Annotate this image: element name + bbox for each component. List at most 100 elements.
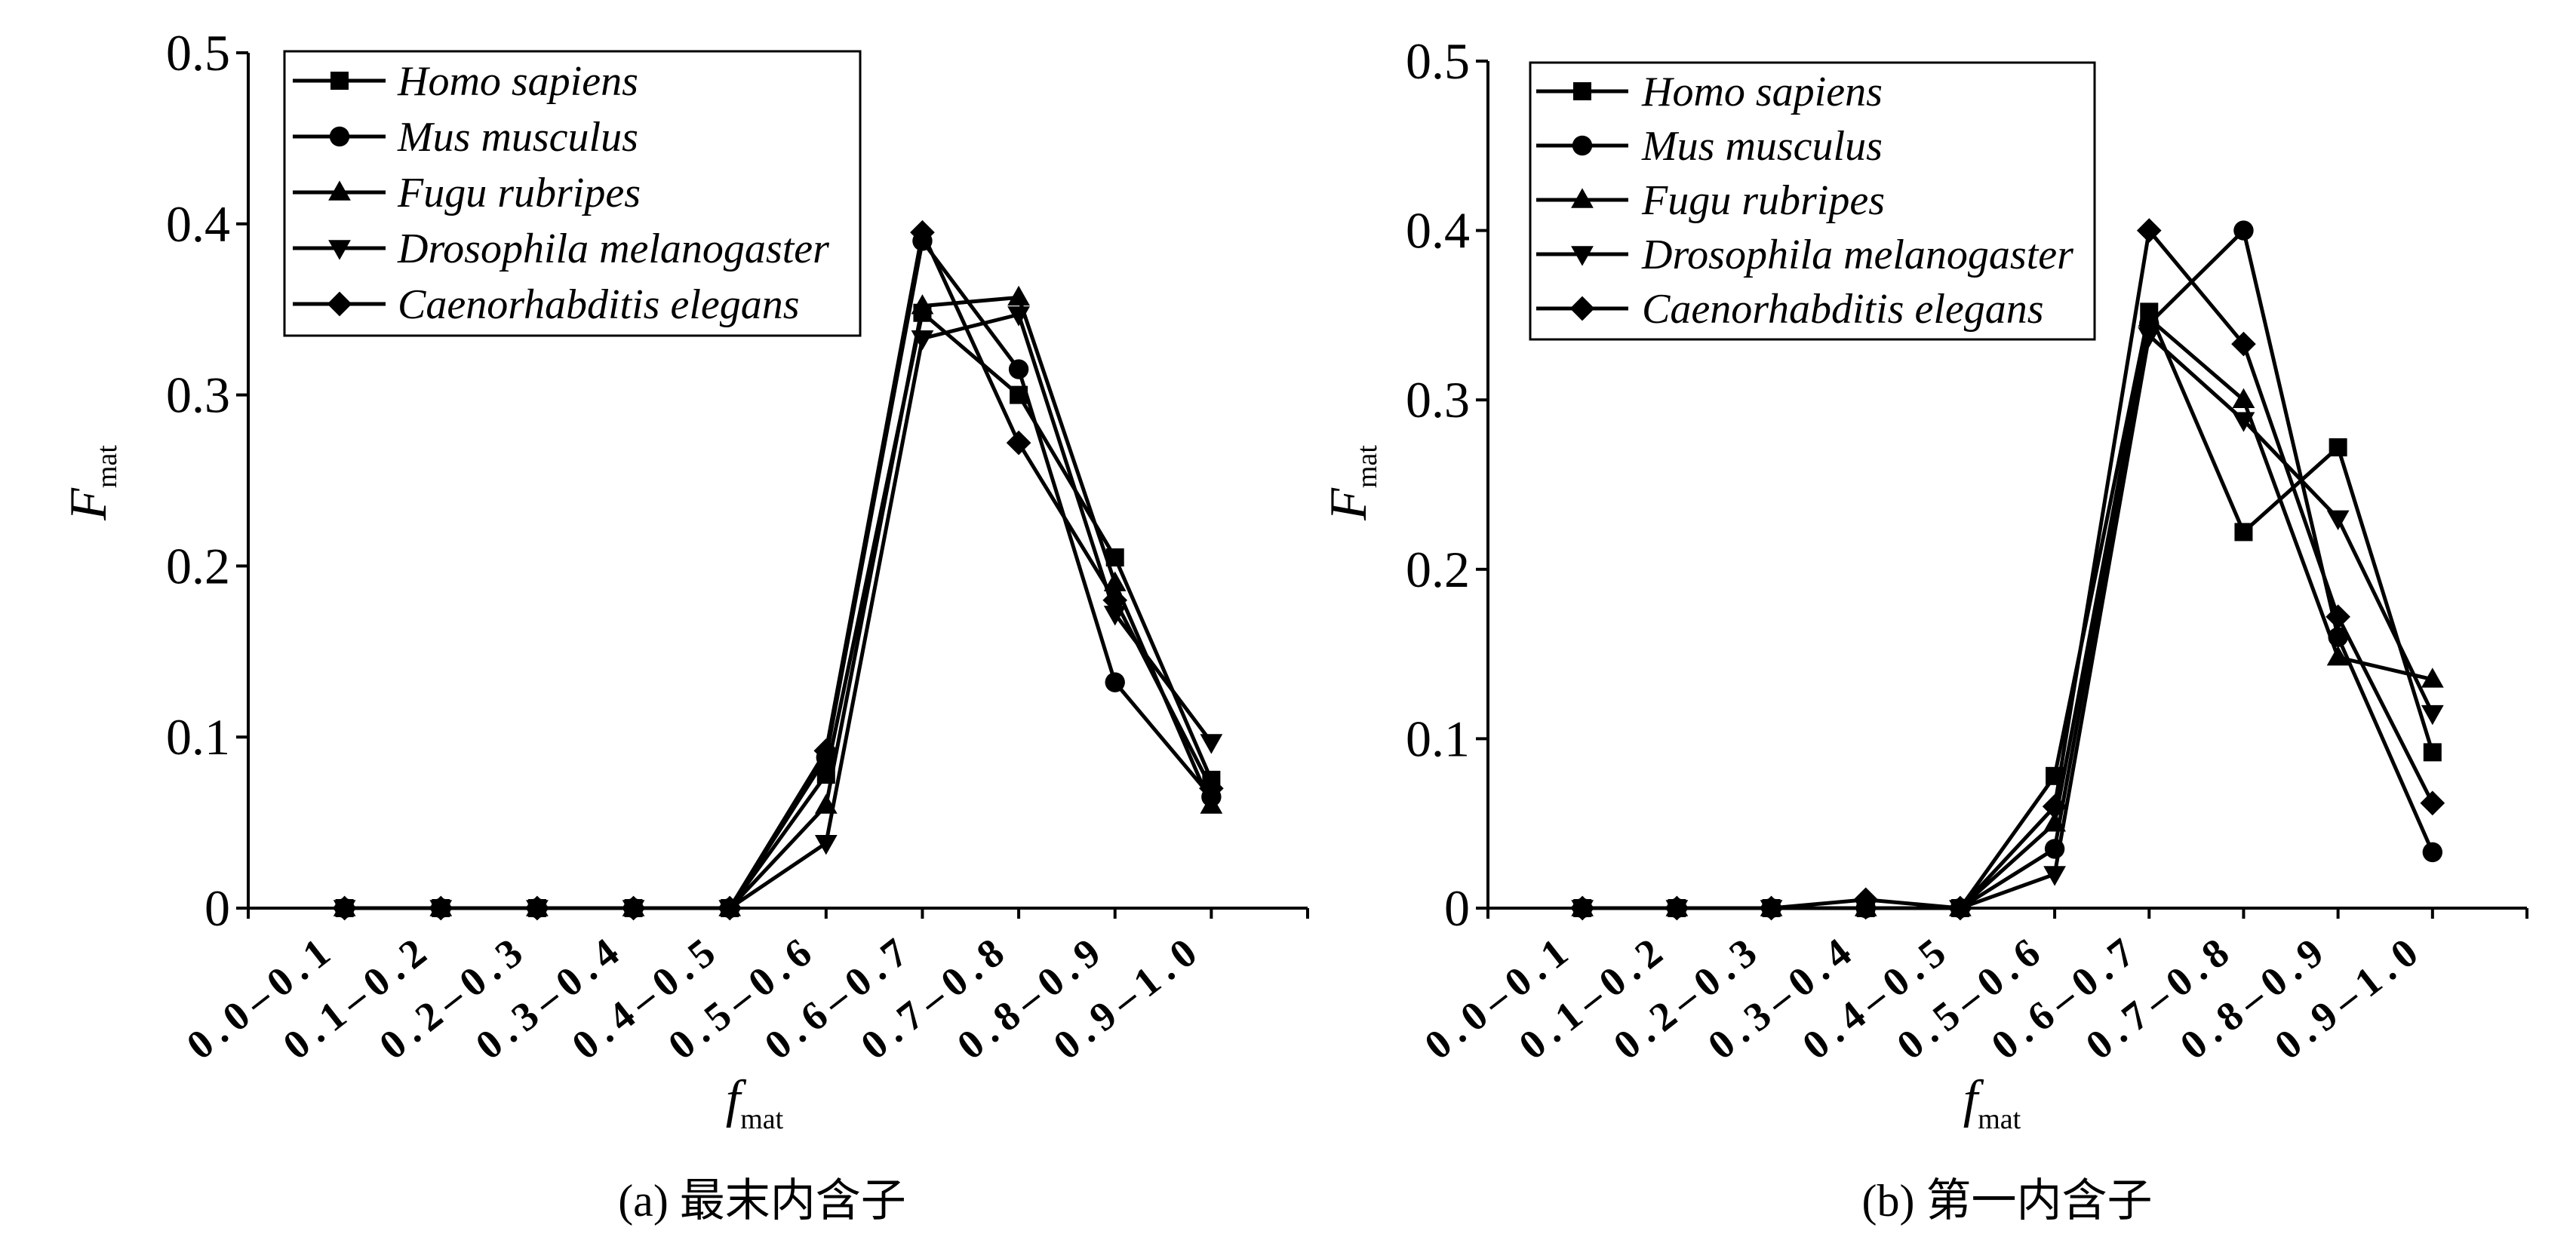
y-axis-label: Fmat bbox=[1320, 445, 1383, 521]
data-point-homo-sapiens bbox=[2234, 523, 2253, 542]
data-point-mus-musculus bbox=[1105, 672, 1125, 692]
data-point-fugu-rubripes bbox=[1103, 571, 1127, 591]
data-point-caenorhabditis-elegans bbox=[1006, 430, 1031, 456]
data-point-caenorhabditis-elegans bbox=[524, 895, 550, 921]
data-point-homo-sapiens bbox=[2329, 438, 2347, 457]
data-point-fugu-rubripes bbox=[2326, 645, 2350, 666]
legend-label-homo-sapiens: Homo sapiens bbox=[1641, 69, 1883, 115]
y-axis-label: Fmat bbox=[60, 445, 123, 521]
data-point-homo-sapiens bbox=[2046, 766, 2064, 785]
data-point-mus-musculus bbox=[2328, 627, 2348, 647]
x-axis-label-subscript: mat bbox=[740, 1103, 783, 1135]
data-point-drosophila-melanogaster bbox=[2138, 327, 2161, 348]
legend-label-drosophila-melanogaster: Drosophila melanogaster bbox=[397, 226, 829, 272]
series-line-fugu-rubripes bbox=[1582, 316, 2433, 910]
data-point-homo-sapiens bbox=[1105, 548, 1124, 567]
series-line-homo-sapiens bbox=[344, 311, 1213, 910]
series-line-fugu-rubripes bbox=[344, 295, 1213, 910]
y-tick-label: 0.4 bbox=[1406, 202, 1470, 259]
legend: Homo sapiens Mus musculus Fugu rubripes Dro… bbox=[1529, 61, 2096, 341]
legend-marker-fugu-rubripes bbox=[328, 180, 351, 201]
data-point-drosophila-melanogaster bbox=[2043, 866, 2066, 886]
legend: Homo sapiens Mus musculus Fugu rubripes Dro… bbox=[283, 50, 862, 337]
series-line-mus-musculus bbox=[344, 238, 1213, 910]
data-point-caenorhabditis-elegans bbox=[2325, 604, 2350, 630]
data-point-caenorhabditis-elegans bbox=[1199, 775, 1224, 801]
legend-label-mus-musculus: Mus musculus bbox=[397, 114, 638, 161]
data-point-caenorhabditis-elegans bbox=[2420, 790, 2445, 816]
data-point-caenorhabditis-elegans bbox=[1569, 895, 1595, 921]
legend-label-fugu-rubripes: Fugu rubripes bbox=[1641, 177, 1885, 224]
data-point-caenorhabditis-elegans bbox=[910, 219, 935, 245]
data-point-fugu-rubripes bbox=[1007, 285, 1030, 306]
series-line-caenorhabditis-elegans bbox=[344, 230, 1213, 910]
data-point-mus-musculus bbox=[2233, 220, 2254, 241]
y-tick-label: 0.2 bbox=[1406, 541, 1470, 598]
chart-panel-2: 00.10.20.30.40.50.0–0.10.1–0.20.2–0.30.3… bbox=[1320, 32, 2528, 1226]
data-point-drosophila-melanogaster bbox=[1007, 306, 1030, 327]
legend-marker-caenorhabditis-elegans bbox=[327, 291, 352, 317]
legend-marker-homo-sapiens bbox=[1573, 82, 1591, 100]
y-axis-label-subscript: mat bbox=[1351, 445, 1383, 488]
y-axis-label-symbol: F bbox=[60, 487, 118, 521]
legend-label-fugu-rubripes: Fugu rubripes bbox=[397, 170, 641, 216]
data-point-drosophila-melanogaster bbox=[1103, 606, 1127, 626]
data-point-fugu-rubripes bbox=[2232, 388, 2255, 408]
legend-label-caenorhabditis-elegans: Caenorhabditis elegans bbox=[398, 281, 800, 328]
panel-caption: (a) 最末内含子 bbox=[618, 1176, 906, 1226]
data-point-caenorhabditis-elegans bbox=[813, 738, 839, 763]
data-point-drosophila-melanogaster bbox=[1200, 734, 1223, 754]
data-point-caenorhabditis-elegans bbox=[332, 895, 357, 921]
data-point-mus-musculus bbox=[2422, 842, 2443, 863]
y-axis-label-symbol: F bbox=[1320, 487, 1378, 521]
data-point-drosophila-melanogaster bbox=[2232, 412, 2255, 432]
legend-marker-homo-sapiens bbox=[330, 72, 349, 90]
data-point-homo-sapiens bbox=[1010, 385, 1028, 404]
y-axis-label-subscript: mat bbox=[91, 445, 123, 488]
data-point-caenorhabditis-elegans bbox=[1853, 887, 1879, 913]
data-point-caenorhabditis-elegans bbox=[2231, 331, 2256, 357]
x-axis-label: fmat bbox=[1963, 1070, 2021, 1135]
data-point-homo-sapiens bbox=[816, 766, 835, 784]
data-point-caenorhabditis-elegans bbox=[1947, 895, 1973, 921]
panel-caption: (b) 第一内含子 bbox=[1862, 1176, 2153, 1226]
y-tick-label: 0 bbox=[1444, 879, 1470, 937]
data-point-fugu-rubripes bbox=[814, 793, 838, 814]
series-line-drosophila-melanogaster bbox=[1582, 333, 2435, 910]
legend-label-drosophila-melanogaster: Drosophila melanogaster bbox=[1641, 232, 2073, 278]
data-point-fugu-rubripes bbox=[1200, 793, 1223, 814]
data-point-caenorhabditis-elegans bbox=[1102, 588, 1128, 613]
data-point-drosophila-melanogaster bbox=[911, 330, 934, 351]
series-line-caenorhabditis-elegans bbox=[1582, 229, 2435, 910]
data-point-caenorhabditis-elegans bbox=[1759, 895, 1784, 921]
y-tick-label: 0.3 bbox=[1406, 371, 1470, 428]
data-point-caenorhabditis-elegans bbox=[621, 895, 646, 921]
y-tick-label: 0.3 bbox=[166, 367, 230, 424]
legend-box bbox=[283, 50, 862, 337]
data-point-caenorhabditis-elegans bbox=[428, 895, 453, 921]
legend-label-mus-musculus: Mus musculus bbox=[1641, 123, 1883, 170]
data-point-caenorhabditis-elegans bbox=[2136, 218, 2162, 243]
y-tick-label: 0.5 bbox=[1406, 32, 1470, 90]
legend-marker-mus-musculus bbox=[329, 126, 350, 147]
x-axis-label: fmat bbox=[726, 1070, 784, 1135]
data-point-homo-sapiens bbox=[2423, 743, 2442, 762]
data-point-caenorhabditis-elegans bbox=[1665, 895, 1689, 921]
y-tick-label: 0.1 bbox=[1406, 710, 1470, 767]
y-tick-label: 0.1 bbox=[166, 708, 230, 766]
y-tick-label: 0.5 bbox=[166, 24, 230, 81]
data-point-mus-musculus bbox=[2044, 839, 2065, 859]
data-point-caenorhabditis-elegans bbox=[2042, 793, 2067, 819]
legend-marker-fugu-rubripes bbox=[1571, 188, 1594, 208]
series-line-drosophila-melanogaster bbox=[344, 312, 1213, 910]
legend-marker-mus-musculus bbox=[1572, 135, 1593, 156]
data-point-fugu-rubripes bbox=[2043, 812, 2066, 832]
legend-marker-drosophila-melanogaster bbox=[1571, 246, 1594, 266]
data-point-fugu-rubripes bbox=[2138, 306, 2161, 327]
data-point-fugu-rubripes bbox=[911, 294, 934, 315]
data-point-drosophila-melanogaster bbox=[2421, 704, 2444, 726]
data-point-drosophila-melanogaster bbox=[814, 835, 838, 855]
legend-label-caenorhabditis-elegans: Caenorhabditis elegans bbox=[1642, 286, 2044, 333]
data-point-caenorhabditis-elegans bbox=[717, 895, 742, 921]
